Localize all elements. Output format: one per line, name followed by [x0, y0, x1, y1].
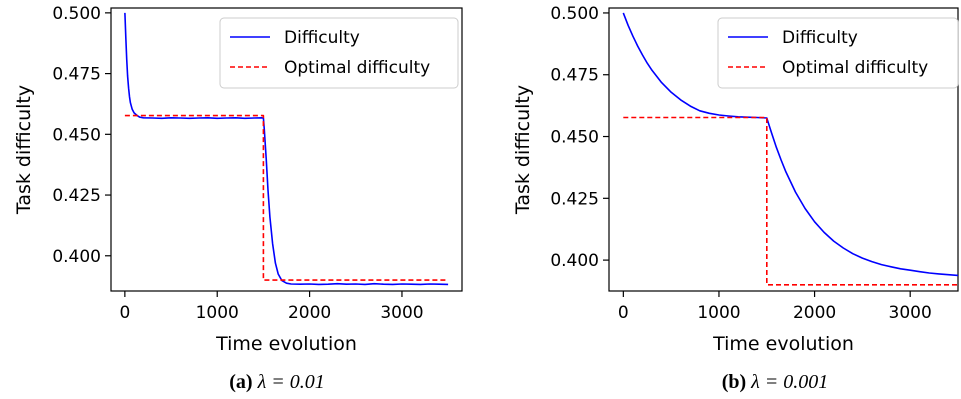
x-tick-label: 3000: [380, 303, 423, 323]
panel-caption: (b) λ = 0.001: [722, 371, 829, 393]
y-tick-label: 0.450: [52, 125, 101, 145]
x-tick-label: 1000: [196, 303, 239, 323]
x-tick-label: 3000: [889, 303, 932, 323]
legend-box: [219, 17, 459, 89]
x-tick-label: 2000: [793, 303, 836, 323]
y-tick-label: 0.425: [550, 189, 599, 209]
caption-prefix: (b): [722, 371, 751, 393]
legend-label: Optimal difficulty: [782, 58, 928, 78]
panel-b: 0 1000 2000 3000 0.400 0.425 0.450 0.475 0.500 Ti…: [512, 4, 959, 393]
y-axis-label: Task difficulty: [13, 85, 35, 215]
y-tick-label: 0.500: [550, 4, 599, 24]
x-tick-label: 1000: [697, 303, 740, 323]
optimal-difficulty-line: [124, 114, 449, 281]
x-axis-label: Time evolution: [712, 333, 854, 355]
caption-math: λ = 0.001: [750, 371, 828, 393]
panel-caption: (a) λ = 0.01: [229, 371, 325, 393]
series-group: [622, 12, 958, 286]
y-tick-label: 0.475: [550, 66, 599, 86]
series-group: [124, 12, 449, 286]
x-tick-label: 2000: [288, 303, 331, 323]
legend-label: Difficulty: [782, 28, 858, 48]
legend-label: Optimal difficulty: [284, 58, 430, 78]
difficulty-line: [622, 12, 958, 277]
optimal-difficulty-line: [623, 116, 958, 286]
y-axis-label: Task difficulty: [512, 85, 534, 215]
y-tick-label: 0.475: [52, 65, 101, 85]
y-tick-label: 0.500: [52, 4, 101, 24]
y-tick-label: 0.400: [550, 251, 599, 271]
y-tick-label: 0.450: [550, 128, 599, 148]
legend-box: [717, 17, 959, 89]
y-tick-label: 0.425: [52, 186, 101, 206]
panel-a: 0 1000 2000 3000 0.400 0.425 0.450 0.475 0.500 Ti…: [13, 4, 463, 393]
caption-prefix: (a): [229, 371, 257, 393]
difficulty-line: [124, 12, 449, 286]
axes-frame: [608, 7, 959, 292]
y-tick-label: 0.400: [52, 247, 101, 267]
caption-math: λ = 0.01: [257, 371, 325, 393]
x-tick-label: 0: [618, 303, 629, 323]
axes-frame: [110, 7, 463, 292]
x-tick-label: 0: [119, 303, 130, 323]
x-axis-label: Time evolution: [215, 333, 357, 355]
legend-label: Difficulty: [284, 28, 360, 48]
